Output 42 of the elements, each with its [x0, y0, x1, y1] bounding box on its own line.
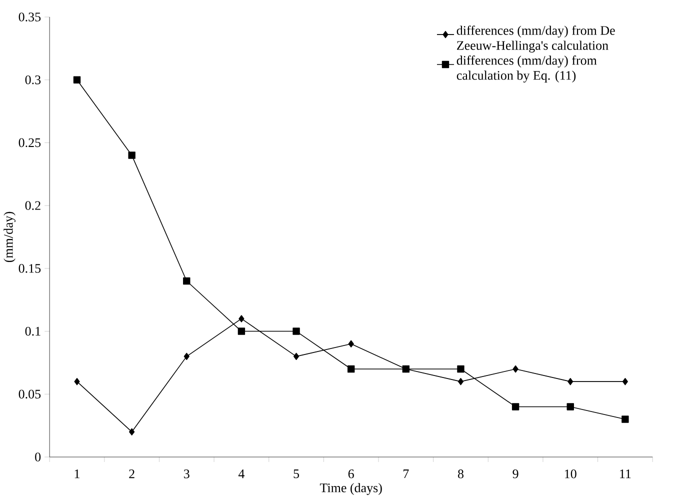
x-tick-label: 1: [74, 470, 80, 478]
point: [73, 76, 81, 84]
y-tick-label: 0.25: [18, 138, 41, 148]
x-tick-label: 2: [129, 470, 134, 478]
point: [74, 378, 80, 386]
x-axis-title: Time (days): [320, 483, 382, 495]
point: [348, 340, 354, 348]
point: [184, 352, 190, 360]
y-tick-label: 0.3: [25, 75, 41, 84]
y-tick-label: 0.35: [18, 12, 41, 22]
x-tick-label: 4: [238, 470, 245, 478]
y-tick-label: 0.1: [25, 326, 40, 336]
point: [293, 352, 300, 360]
point: [622, 378, 628, 386]
x-tick-label: 3: [184, 470, 190, 478]
point: [238, 315, 244, 322]
x-tick-label: 7: [404, 470, 409, 478]
x-tick-label: 10: [565, 470, 576, 478]
point: [622, 416, 629, 423]
x-tick-label: 11: [620, 470, 631, 478]
point: [129, 428, 135, 436]
point: [347, 365, 355, 373]
y-tick-label: 0.15: [18, 264, 41, 273]
point: [238, 328, 246, 335]
y-tick-label: 0: [35, 452, 41, 462]
y-tick-label: 0.2: [25, 201, 40, 210]
point: [183, 277, 190, 285]
legend-label: differences (mm/day) from calculation by Eq. (11): [456, 56, 597, 82]
point: [568, 378, 574, 386]
point: [512, 365, 518, 373]
point: [292, 328, 300, 335]
point: [458, 378, 464, 386]
y-axis-title: (mm/day): [4, 212, 16, 262]
x-tick-label: 6: [348, 470, 354, 478]
x-tick-label: 9: [512, 470, 518, 478]
point: [128, 152, 136, 159]
point: [566, 403, 574, 410]
x-tick-label: 5: [294, 470, 300, 478]
y-tick-label: 0.05: [18, 390, 41, 399]
point: [512, 403, 520, 410]
x-tick-label: 8: [458, 470, 464, 478]
point: [457, 365, 464, 373]
